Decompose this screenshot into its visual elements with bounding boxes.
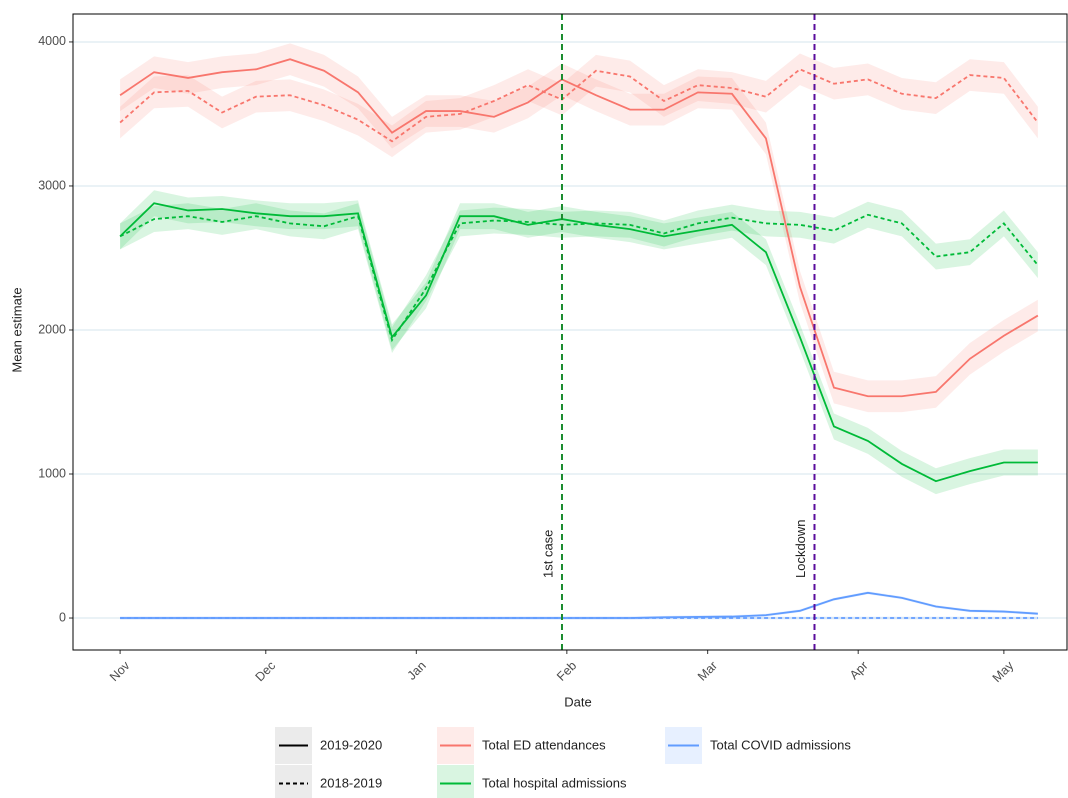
legend-label: Total hospital admissions (482, 775, 627, 790)
series-line (119, 68, 1039, 143)
confidence-band (120, 190, 1038, 495)
y-tick-label: 4000 (38, 34, 66, 48)
y-tick-label: 0 (59, 610, 66, 624)
confidence-band (120, 53, 1038, 158)
legend-label: 2019-2020 (320, 737, 382, 752)
legend-key (437, 765, 474, 798)
confidence-band (120, 201, 1038, 354)
x-tick-label: Dec (253, 659, 279, 685)
x-tick-label: Mar (695, 659, 720, 684)
y-tick-label: 2000 (38, 322, 66, 336)
plot-border (72, 13, 1068, 651)
x-tick-label: May (990, 658, 1017, 685)
legend-key (275, 765, 312, 798)
confidence-band (120, 591, 1038, 620)
x-axis-title: Date (564, 694, 591, 709)
event-label: Lockdown (793, 519, 808, 578)
x-tick-label: Nov (107, 658, 133, 684)
legend-label: Total COVID admissions (710, 737, 851, 752)
confidence-band (120, 43, 1038, 413)
x-tick-label: Apr (847, 659, 871, 683)
x-tick-label: Jan (405, 659, 429, 683)
y-axis-title: Mean estimate (9, 287, 24, 372)
event-label: 1st case (540, 530, 555, 578)
x-tick-label: Feb (554, 659, 579, 684)
series-line (119, 58, 1039, 398)
series-line (119, 202, 1038, 483)
legend-label: Total ED attendances (482, 737, 606, 752)
legend-label: 2018-2019 (320, 775, 382, 790)
y-tick-label: 1000 (38, 466, 66, 480)
y-tick-label: 3000 (38, 178, 66, 192)
